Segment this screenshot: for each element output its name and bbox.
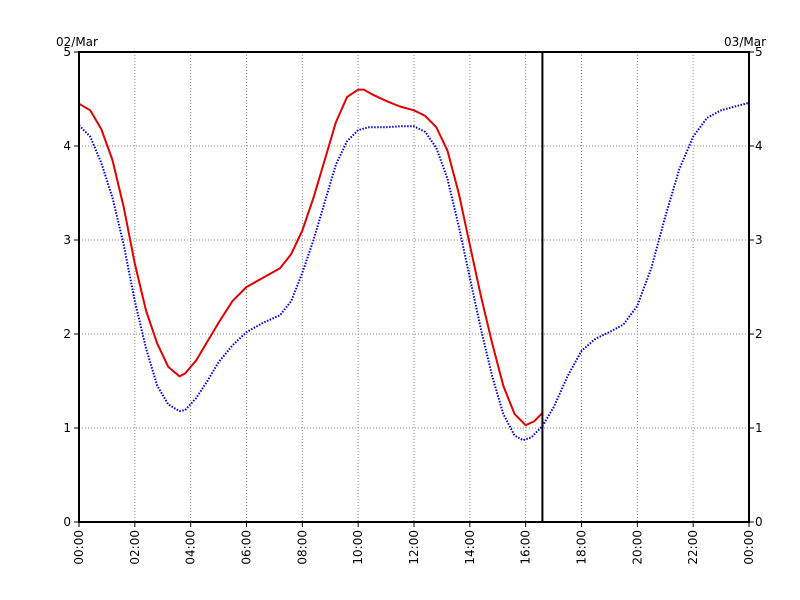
x-tick-label: 06:00 [240,530,254,565]
x-tick-label: 16:00 [519,530,533,565]
x-tick-label: 02:00 [128,530,142,565]
x-tick-label: 04:00 [184,530,198,565]
y-tick-label-left: 1 [63,421,71,435]
y-tick-label-left: 2 [63,327,71,341]
y-tick-label-left: 3 [63,233,71,247]
ticks: 00:00 02:00 04:00 06:00 08:00 10:00 12:00 14:00… [63,45,762,565]
x-tick-label: 00:00 [742,530,756,565]
y-tick-label-right: 0 [755,515,763,529]
x-tick-label: 20:00 [630,530,644,565]
y-tick-label-right: 5 [755,45,763,59]
date-label-right: 03/Mar [724,35,766,49]
x-tick-label: 00:00 [72,530,86,565]
x-tick-label: 08:00 [295,530,309,565]
y-tick-label-right: 2 [755,327,763,341]
x-tick-label: 14:00 [463,530,477,565]
y-tick-label-left: 4 [63,139,71,153]
date-label-left: 02/Mar [56,35,98,49]
y-tick-label-right: 1 [755,421,763,435]
y-tick-label-right: 4 [755,139,763,153]
x-tick-label: 10:00 [351,530,365,565]
x-tick-label: 22:00 [686,530,700,565]
x-tick-label: 18:00 [575,530,589,565]
grid [79,52,749,522]
x-tick-label: 12:00 [407,530,421,565]
y-tick-label-left: 0 [63,515,71,529]
series-layer [78,88,750,442]
series-line-1 [78,88,544,427]
y-tick-label-right: 3 [755,233,763,247]
y-tick-label-left: 5 [63,45,71,59]
series-line-2 [78,101,750,442]
